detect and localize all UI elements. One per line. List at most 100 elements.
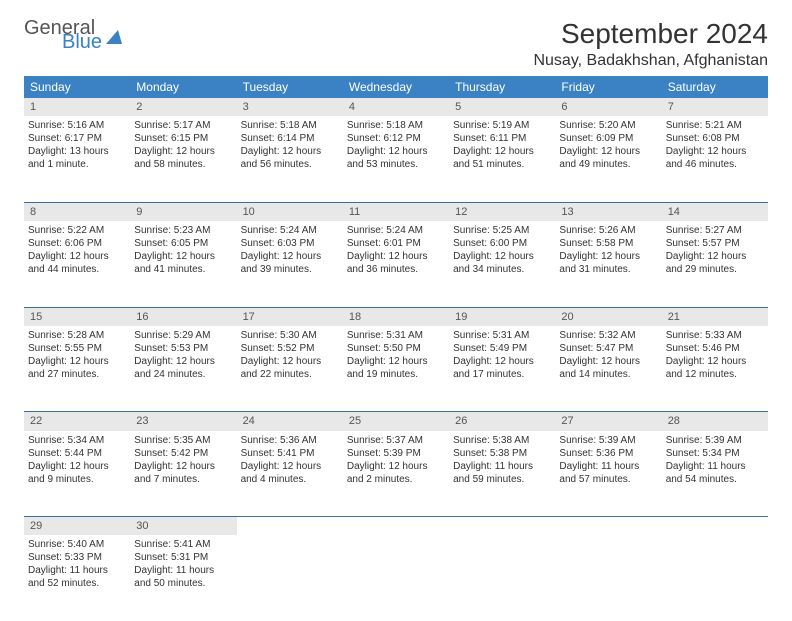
brand-logo: General Blue bbox=[24, 18, 122, 52]
day-content-cell: Sunrise: 5:21 AMSunset: 6:08 PMDaylight:… bbox=[662, 116, 768, 202]
day-number-row: 891011121314 bbox=[24, 202, 768, 221]
day-content-row: Sunrise: 5:28 AMSunset: 5:55 PMDaylight:… bbox=[24, 326, 768, 412]
day-content-cell: Sunrise: 5:34 AMSunset: 5:44 PMDaylight:… bbox=[24, 431, 130, 517]
day-content-cell: Sunrise: 5:22 AMSunset: 6:06 PMDaylight:… bbox=[24, 221, 130, 307]
day-content-cell: Sunrise: 5:28 AMSunset: 5:55 PMDaylight:… bbox=[24, 326, 130, 412]
sunrise-text: Sunrise: 5:18 AM bbox=[347, 119, 445, 132]
day-content-cell: Sunrise: 5:24 AMSunset: 6:01 PMDaylight:… bbox=[343, 221, 449, 307]
day-number-cell: 15 bbox=[24, 307, 130, 326]
day-content-cell: Sunrise: 5:41 AMSunset: 5:31 PMDaylight:… bbox=[130, 535, 236, 621]
sunset-text: Sunset: 5:50 PM bbox=[347, 342, 445, 355]
day-content-cell: Sunrise: 5:23 AMSunset: 6:05 PMDaylight:… bbox=[130, 221, 236, 307]
day-number-cell: 1 bbox=[24, 98, 130, 116]
day-content-cell: Sunrise: 5:35 AMSunset: 5:42 PMDaylight:… bbox=[130, 431, 236, 517]
day-number-cell bbox=[449, 517, 555, 536]
daylight-text: Daylight: 12 hours and 17 minutes. bbox=[453, 355, 551, 381]
weekday-header: Friday bbox=[555, 76, 661, 98]
day-number-cell: 18 bbox=[343, 307, 449, 326]
day-number-cell: 12 bbox=[449, 202, 555, 221]
day-content-cell: Sunrise: 5:32 AMSunset: 5:47 PMDaylight:… bbox=[555, 326, 661, 412]
day-content-cell: Sunrise: 5:20 AMSunset: 6:09 PMDaylight:… bbox=[555, 116, 661, 202]
daylight-text: Daylight: 12 hours and 4 minutes. bbox=[241, 460, 339, 486]
day-number-cell: 5 bbox=[449, 98, 555, 116]
sunrise-text: Sunrise: 5:41 AM bbox=[134, 538, 232, 551]
sunrise-text: Sunrise: 5:37 AM bbox=[347, 434, 445, 447]
day-number-cell: 23 bbox=[130, 412, 236, 431]
weekday-header: Monday bbox=[130, 76, 236, 98]
day-content-cell: Sunrise: 5:24 AMSunset: 6:03 PMDaylight:… bbox=[237, 221, 343, 307]
day-number-row: 1234567 bbox=[24, 98, 768, 116]
daylight-text: Daylight: 12 hours and 34 minutes. bbox=[453, 250, 551, 276]
daylight-text: Daylight: 12 hours and 51 minutes. bbox=[453, 145, 551, 171]
sunset-text: Sunset: 5:52 PM bbox=[241, 342, 339, 355]
day-content-cell: Sunrise: 5:27 AMSunset: 5:57 PMDaylight:… bbox=[662, 221, 768, 307]
sunset-text: Sunset: 5:58 PM bbox=[559, 237, 657, 250]
location-text: Nusay, Badakhshan, Afghanistan bbox=[533, 52, 768, 70]
daylight-text: Daylight: 12 hours and 9 minutes. bbox=[28, 460, 126, 486]
daylight-text: Daylight: 12 hours and 46 minutes. bbox=[666, 145, 764, 171]
daylight-text: Daylight: 12 hours and 22 minutes. bbox=[241, 355, 339, 381]
day-number-cell: 17 bbox=[237, 307, 343, 326]
day-number-cell bbox=[555, 517, 661, 536]
sunrise-text: Sunrise: 5:24 AM bbox=[347, 224, 445, 237]
day-number-cell: 27 bbox=[555, 412, 661, 431]
daylight-text: Daylight: 11 hours and 57 minutes. bbox=[559, 460, 657, 486]
day-number-cell: 9 bbox=[130, 202, 236, 221]
title-block: September 2024 Nusay, Badakhshan, Afghan… bbox=[533, 18, 768, 70]
brand-triangle-icon bbox=[106, 30, 122, 44]
sunrise-text: Sunrise: 5:27 AM bbox=[666, 224, 764, 237]
weekday-header: Wednesday bbox=[343, 76, 449, 98]
daylight-text: Daylight: 12 hours and 14 minutes. bbox=[559, 355, 657, 381]
day-number-cell: 16 bbox=[130, 307, 236, 326]
day-number-cell: 6 bbox=[555, 98, 661, 116]
daylight-text: Daylight: 11 hours and 54 minutes. bbox=[666, 460, 764, 486]
sunset-text: Sunset: 5:31 PM bbox=[134, 551, 232, 564]
sunset-text: Sunset: 6:15 PM bbox=[134, 132, 232, 145]
sunrise-text: Sunrise: 5:36 AM bbox=[241, 434, 339, 447]
sunrise-text: Sunrise: 5:24 AM bbox=[241, 224, 339, 237]
daylight-text: Daylight: 12 hours and 44 minutes. bbox=[28, 250, 126, 276]
weekday-header: Tuesday bbox=[237, 76, 343, 98]
sunset-text: Sunset: 5:47 PM bbox=[559, 342, 657, 355]
day-content-cell: Sunrise: 5:39 AMSunset: 5:36 PMDaylight:… bbox=[555, 431, 661, 517]
brand-text-blue: Blue bbox=[62, 32, 102, 52]
sunset-text: Sunset: 6:08 PM bbox=[666, 132, 764, 145]
day-content-cell: Sunrise: 5:16 AMSunset: 6:17 PMDaylight:… bbox=[24, 116, 130, 202]
daylight-text: Daylight: 12 hours and 2 minutes. bbox=[347, 460, 445, 486]
daylight-text: Daylight: 12 hours and 49 minutes. bbox=[559, 145, 657, 171]
daylight-text: Daylight: 12 hours and 27 minutes. bbox=[28, 355, 126, 381]
day-number-cell: 28 bbox=[662, 412, 768, 431]
sunrise-text: Sunrise: 5:39 AM bbox=[666, 434, 764, 447]
day-content-cell: Sunrise: 5:26 AMSunset: 5:58 PMDaylight:… bbox=[555, 221, 661, 307]
month-title: September 2024 bbox=[533, 18, 768, 50]
daylight-text: Daylight: 12 hours and 56 minutes. bbox=[241, 145, 339, 171]
day-number-row: 15161718192021 bbox=[24, 307, 768, 326]
day-number-cell: 10 bbox=[237, 202, 343, 221]
sunrise-text: Sunrise: 5:29 AM bbox=[134, 329, 232, 342]
day-number-cell: 2 bbox=[130, 98, 236, 116]
day-content-row: Sunrise: 5:22 AMSunset: 6:06 PMDaylight:… bbox=[24, 221, 768, 307]
sunrise-text: Sunrise: 5:40 AM bbox=[28, 538, 126, 551]
daylight-text: Daylight: 12 hours and 39 minutes. bbox=[241, 250, 339, 276]
day-number-cell: 7 bbox=[662, 98, 768, 116]
day-number-cell: 14 bbox=[662, 202, 768, 221]
day-content-cell bbox=[237, 535, 343, 621]
day-content-cell bbox=[555, 535, 661, 621]
day-number-cell: 3 bbox=[237, 98, 343, 116]
sunrise-text: Sunrise: 5:16 AM bbox=[28, 119, 126, 132]
day-content-cell: Sunrise: 5:29 AMSunset: 5:53 PMDaylight:… bbox=[130, 326, 236, 412]
sunset-text: Sunset: 6:05 PM bbox=[134, 237, 232, 250]
sunrise-text: Sunrise: 5:20 AM bbox=[559, 119, 657, 132]
day-number-cell: 22 bbox=[24, 412, 130, 431]
day-number-cell bbox=[237, 517, 343, 536]
sunrise-text: Sunrise: 5:28 AM bbox=[28, 329, 126, 342]
sunset-text: Sunset: 6:17 PM bbox=[28, 132, 126, 145]
daylight-text: Daylight: 12 hours and 58 minutes. bbox=[134, 145, 232, 171]
calendar-table: Sunday Monday Tuesday Wednesday Thursday… bbox=[24, 76, 768, 621]
day-number-cell bbox=[343, 517, 449, 536]
day-content-cell: Sunrise: 5:38 AMSunset: 5:38 PMDaylight:… bbox=[449, 431, 555, 517]
sunrise-text: Sunrise: 5:31 AM bbox=[453, 329, 551, 342]
sunset-text: Sunset: 5:34 PM bbox=[666, 447, 764, 460]
sunset-text: Sunset: 5:44 PM bbox=[28, 447, 126, 460]
day-number-row: 22232425262728 bbox=[24, 412, 768, 431]
